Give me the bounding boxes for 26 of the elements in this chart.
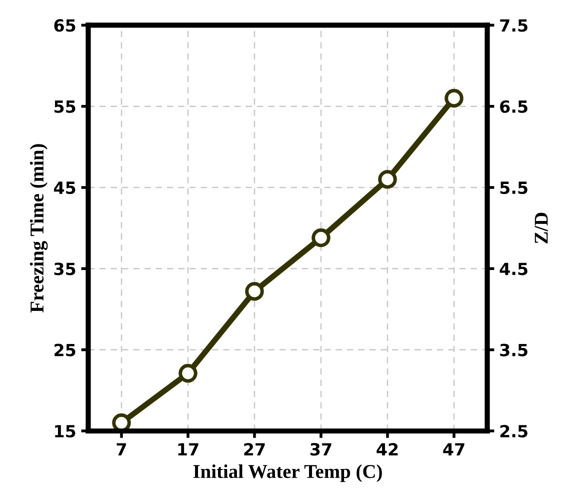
y-tick-label: 25	[54, 344, 76, 356]
point	[378, 170, 397, 189]
y2-tick-label: 4.5	[500, 262, 528, 276]
point	[178, 364, 198, 383]
y2-tick-label: 5.5	[500, 182, 528, 194]
point	[444, 88, 464, 108]
x-tick-label: 27	[244, 443, 265, 456]
y-tick-label: 55	[54, 100, 76, 113]
y-axis-title: Freezing Time (min)	[30, 144, 48, 313]
y2-tick-label: 2.5	[500, 424, 528, 438]
x-tick-label: 37	[310, 443, 332, 456]
x-tick-label: 47	[443, 443, 464, 456]
x-tick-label: 17	[178, 443, 198, 456]
x-axis-title: Initial Water Temp (C)	[193, 464, 382, 482]
y-tick-label: 45	[54, 182, 76, 194]
y2-tick-label: 3.5	[500, 344, 528, 356]
y-tick-label: 65	[54, 19, 76, 32]
y-tick-label: 15	[55, 425, 76, 438]
x-tick-label: 42	[376, 443, 398, 456]
point	[245, 282, 264, 301]
y2-tick-label: 6.5	[500, 100, 528, 113]
y2-axis-title: Z/D	[534, 212, 548, 244]
x-tick-label: 7	[116, 443, 126, 456]
y-tick-label: 35	[54, 262, 76, 276]
y2-tick-label: 7.5	[500, 19, 528, 32]
point	[312, 228, 330, 248]
